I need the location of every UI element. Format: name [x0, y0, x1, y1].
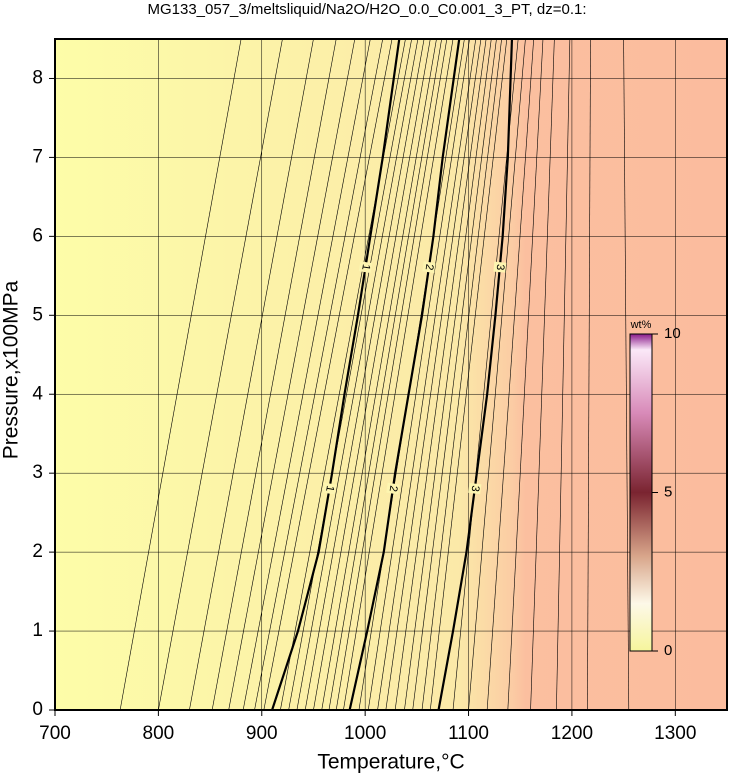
minor-contour [119, 39, 242, 710]
major-contour [271, 39, 401, 710]
minor-contour [507, 39, 544, 710]
minor-contour [412, 39, 497, 710]
minor-contour [623, 39, 630, 710]
y-tick-label: 2 [32, 541, 43, 562]
plot-frame [54, 38, 728, 711]
colorbar [629, 333, 653, 652]
x-tick-label: 1300 [654, 723, 696, 744]
minor-contour [254, 39, 384, 710]
minor-contour [211, 39, 337, 710]
contour-label: 2 [387, 485, 400, 493]
colorbar-tick-label: 10 [664, 325, 681, 342]
minor-contour [394, 39, 487, 710]
x-tick-label: 1000 [344, 723, 386, 744]
contour-label: 1 [359, 263, 372, 271]
contour-label-bg [468, 482, 482, 495]
contour-label-bg [358, 261, 373, 274]
x-tick-label: 800 [143, 723, 175, 744]
contour-label: 3 [469, 485, 482, 493]
minor-contour [296, 39, 419, 710]
plot-area: 1 1 2 2 3 3 [55, 39, 727, 710]
x-tick-label: 900 [246, 723, 278, 744]
minor-contour [343, 39, 454, 710]
contour-label: 3 [494, 264, 507, 271]
minor-contour [421, 39, 502, 710]
contour-label-bg [322, 482, 337, 495]
minor-contour [404, 39, 492, 710]
minor-contour [242, 39, 371, 710]
y-tick-label: 1 [32, 620, 43, 641]
minor-contour [486, 39, 534, 710]
y-axis-label: Pressure,x100MPa [0, 280, 23, 459]
minor-contour [530, 39, 555, 710]
y-tick-label: 3 [32, 462, 43, 483]
minor-contour [228, 39, 356, 710]
minor-contour [313, 39, 431, 710]
contour-label: 2 [423, 263, 436, 271]
contour-label-bg [422, 261, 436, 273]
minor-contour [367, 39, 470, 710]
minor-contour [158, 39, 283, 710]
minor-contour [189, 39, 314, 710]
y-tick-label: 4 [32, 383, 43, 404]
y-tick-label: 5 [32, 304, 43, 325]
contour-label-bg [493, 261, 507, 273]
minor-contour [328, 39, 442, 710]
minor-contour [321, 39, 437, 710]
minor-contour [377, 39, 477, 710]
contour-label: 1 [323, 485, 336, 493]
minor-contour [335, 39, 448, 710]
contour-label-bg [386, 482, 400, 495]
y-tick-label: 0 [32, 699, 43, 720]
colorbar-tick-label: 0 [664, 642, 672, 659]
x-tick-label: 1200 [551, 723, 593, 744]
major-contour [437, 39, 514, 710]
minor-contour [556, 39, 571, 710]
major-contour [348, 39, 461, 710]
colorbar-label: wt% [630, 319, 652, 331]
minor-contour [385, 39, 482, 710]
chart-title: MG133_057_3/meltsliquid/Na2O/H2O_0.0_C0.… [147, 1, 586, 18]
x-axis-label: Temperature,°C [317, 751, 464, 774]
x-tick-label: 1100 [448, 723, 489, 744]
minor-contour [429, 39, 508, 710]
axes: 700 800 900 1000 1100 1200 1300 0 1 2 3 4 5 6 7 8 0 5 10 [32, 67, 696, 744]
y-tick-label: 6 [32, 225, 43, 246]
minor-contour [468, 39, 526, 710]
y-tick-label: 8 [32, 67, 43, 88]
y-tick-label: 7 [32, 146, 43, 167]
colorbar-tick-label: 5 [664, 483, 672, 500]
minor-contour [304, 39, 425, 710]
x-tick-label: 700 [39, 723, 71, 744]
minor-contour [288, 39, 412, 710]
minor-contour [587, 39, 591, 710]
minor-contour [263, 39, 393, 710]
